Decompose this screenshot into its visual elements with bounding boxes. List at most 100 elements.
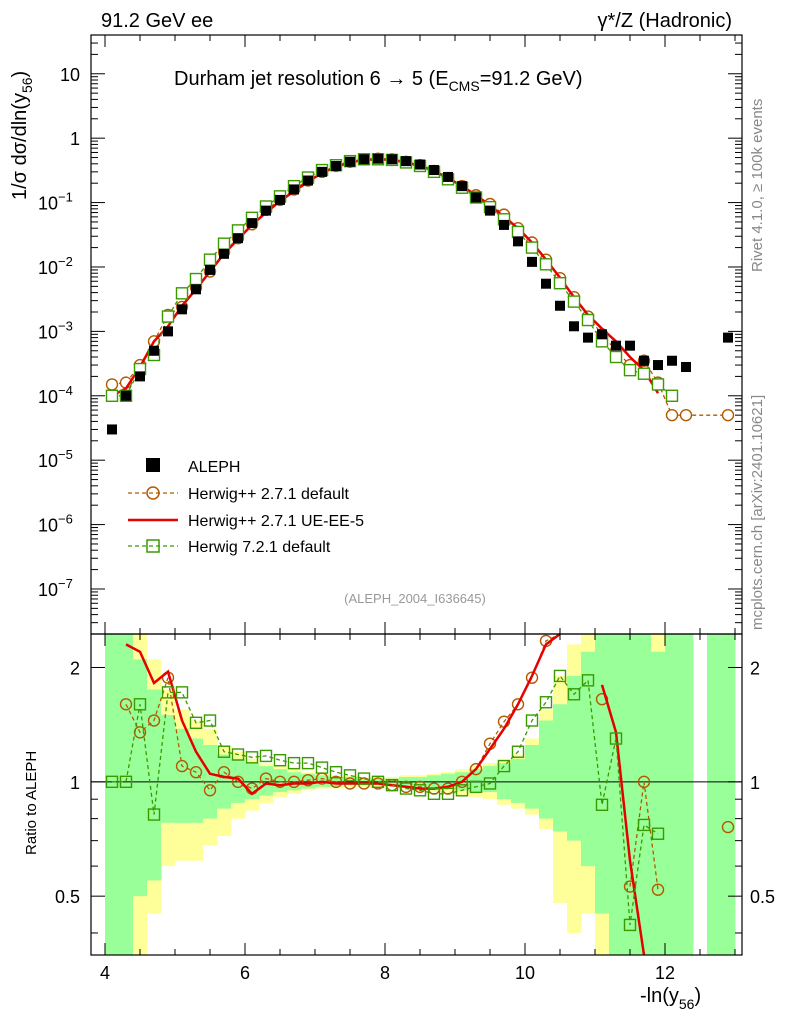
- ratio-point-herwig-7-2-1-default: [413, 784, 427, 797]
- data-point-herwig-2-7-1-default: [105, 378, 119, 391]
- ratio-point-herwig-7-2-1-default: [553, 669, 567, 683]
- data-point-aleph: [345, 156, 355, 167]
- data-point-aleph: [541, 278, 551, 289]
- ratio-point-herwig-2-7-1-default: [175, 759, 189, 773]
- y-tick-label-main: 10−1: [38, 190, 73, 214]
- x-tick-label: 6: [240, 963, 250, 983]
- ratio-point-herwig-2-7-1-default: [623, 880, 637, 893]
- ratio-point-herwig-7-2-1-default: [497, 759, 511, 773]
- ratio-point-herwig-2-7-1-default: [651, 883, 665, 896]
- ratio-panel-frame: [90, 633, 743, 956]
- ratio-point-herwig-2-7-1-default: [301, 773, 315, 787]
- x-tick-label: 4: [100, 963, 110, 983]
- analysis-id: (ALEPH_2004_I636645): [344, 591, 486, 606]
- band-inner-bin: [623, 634, 638, 955]
- axes: 4 6 8 10 12 10 1 10−1 10−2 10−3 10−4 10−5 10−6 10−7 2 2…: [38, 34, 775, 983]
- ratio-point-herwig-2-7-1-default: [525, 671, 539, 684]
- data-point-herwig-2-7-1-default: [679, 408, 693, 422]
- ratio-point-herwig-7-2-1-default: [175, 686, 189, 699]
- data-point-herwig-2-7-1-default: [665, 408, 679, 422]
- band-inner-bin: [581, 651, 596, 867]
- data-point-aleph: [583, 332, 593, 343]
- data-point-herwig-2-7-1-default: [721, 408, 735, 422]
- series-line-herwig-2-7-1-ue-ee-5: [111, 158, 660, 397]
- data-point-herwig-7-2-1-default: [217, 237, 231, 250]
- band-inner-bin: [679, 634, 694, 955]
- data-point-aleph: [177, 304, 187, 315]
- ratio-point-herwig-7-2-1-default: [385, 778, 399, 792]
- data-point-herwig-7-2-1-default: [161, 310, 175, 323]
- ratio-point-herwig-2-7-1-default: [455, 775, 469, 789]
- band-inner-bin: [175, 728, 190, 823]
- ratio-point-herwig-7-2-1-default: [427, 787, 441, 800]
- data-point-aleph: [429, 165, 439, 176]
- band-inner-bin: [105, 634, 120, 955]
- legend-marker-hpp-default: [146, 486, 160, 500]
- rivet-label: Rivet 4.1.0, ≥ 100k events: [749, 99, 766, 272]
- ratio-point-herwig-2-7-1-default: [637, 775, 651, 789]
- ratio-point-herwig-7-2-1-default: [651, 827, 665, 840]
- data-point-aleph: [611, 340, 621, 351]
- ratio-line-herwig-2-7-1-ue-ee-5: [125, 632, 646, 956]
- y-tick-label-ratio-right: 2: [750, 658, 760, 678]
- band-inner-bin: [553, 704, 568, 832]
- ratio-point-herwig-2-7-1-default: [721, 820, 735, 834]
- y-tick-label-main: 10−7: [38, 576, 73, 600]
- y-tick-label-ratio-right: 0.5: [750, 887, 775, 907]
- y-tick-label-main: 1: [70, 129, 80, 149]
- band-inner-bin: [525, 745, 540, 809]
- ratio-point-herwig-7-2-1-default: [217, 745, 231, 758]
- data-point-aleph: [723, 332, 733, 343]
- band-inner-bin: [119, 634, 134, 955]
- ratio-point-herwig-2-7-1-default: [469, 762, 483, 776]
- y-tick-label-ratio-right: 1: [750, 773, 760, 793]
- data-point-herwig-7-2-1-default: [581, 313, 595, 327]
- data-point-aleph: [107, 424, 117, 435]
- mcplots-label: mcplots.cern.ch [arXiv:2401.10621]: [749, 395, 766, 630]
- x-axis-label: -ln(y56): [640, 985, 701, 1012]
- ratio-point-herwig-2-7-1-default: [287, 775, 301, 789]
- series-line-herwig-2-7-1-default: [111, 158, 728, 416]
- ratio-point-herwig-7-2-1-default: [525, 714, 539, 727]
- ratio-point-herwig-2-7-1-default: [231, 775, 245, 789]
- data-point-aleph: [191, 284, 201, 295]
- y-tick-label-main: 10−3: [38, 318, 73, 342]
- x-tick-label: 10: [515, 963, 535, 983]
- ratio-point-herwig-7-2-1-default: [245, 751, 259, 764]
- ratio-point-herwig-7-2-1-default: [357, 772, 371, 785]
- data-point-aleph: [303, 175, 313, 186]
- ratio-point-herwig-7-2-1-default: [469, 780, 483, 794]
- y-tick-label-ratio-left: 0.5: [55, 887, 80, 907]
- data-point-herwig-7-2-1-default: [525, 241, 539, 254]
- y-axis-label-ratio: Ratio to ALEPH: [23, 751, 40, 855]
- data-point-aleph: [373, 153, 383, 164]
- legend-marker-h7-default: [146, 539, 160, 553]
- x-tick-label: 12: [655, 963, 675, 983]
- data-point-aleph: [317, 166, 327, 177]
- legend-label-aleph: ALEPH: [188, 459, 240, 476]
- band-inner-bin: [567, 675, 582, 841]
- legend-label-h7-default: Herwig 7.2.1 default: [188, 539, 331, 556]
- right-title: γ*/Z (Hadronic): [598, 10, 732, 32]
- band-inner-bin: [231, 758, 246, 803]
- ratio-point-herwig-7-2-1-default: [133, 698, 147, 711]
- ratio-point-herwig-7-2-1-default: [441, 787, 455, 800]
- data-point-aleph: [555, 300, 565, 311]
- ratio-point-herwig-7-2-1-default: [287, 756, 301, 770]
- ratio-point-herwig-2-7-1-default: [203, 784, 217, 797]
- band-inner-bin: [595, 634, 610, 914]
- y-tick-label-main: 10−5: [38, 447, 73, 471]
- data-point-herwig-7-2-1-default: [175, 287, 189, 300]
- ratio-point-herwig-7-2-1-default: [315, 761, 329, 774]
- ratio-point-herwig-7-2-1-default: [259, 749, 273, 763]
- data-point-herwig-7-2-1-default: [539, 258, 553, 271]
- band-inner-bin: [511, 758, 526, 803]
- data-point-aleph: [205, 264, 215, 275]
- data-point-aleph: [219, 248, 229, 259]
- y-tick-label-main: 10−6: [38, 512, 73, 536]
- left-title: 91.2 GeV ee: [101, 10, 213, 32]
- legend-label-hpp-ueee5: Herwig++ 2.7.1 UE-EE-5: [188, 513, 364, 530]
- data-point-aleph: [387, 154, 397, 165]
- band-inner-bin: [609, 634, 624, 955]
- data-point-herwig-7-2-1-default: [511, 225, 525, 239]
